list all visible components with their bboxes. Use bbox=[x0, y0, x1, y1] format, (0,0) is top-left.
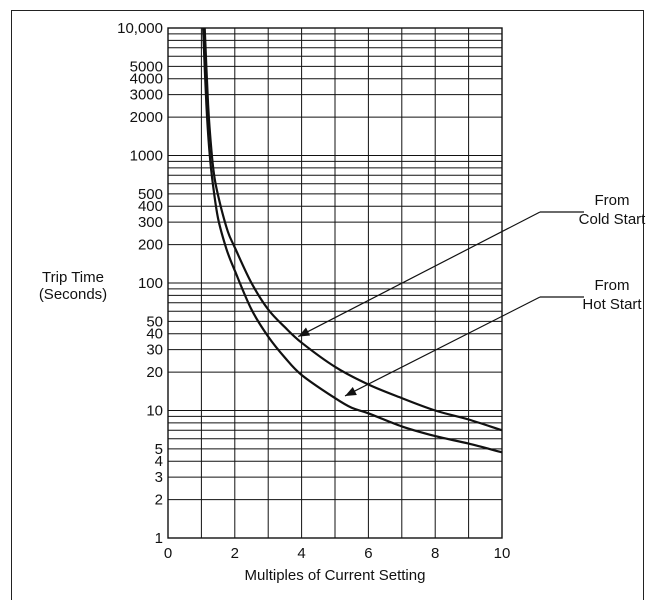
x-tick-label: 8 bbox=[431, 545, 439, 562]
y-tick-label: 200 bbox=[138, 237, 163, 254]
y-axis-label-line: (Seconds) bbox=[39, 286, 107, 303]
y-tick-label: 20 bbox=[146, 364, 163, 381]
y-tick-label: 500 bbox=[138, 186, 163, 203]
plot-border bbox=[167, 27, 503, 539]
annotation-leader-diagonal bbox=[344, 296, 541, 397]
annotation-label-line: From bbox=[595, 277, 630, 294]
x-tick-label: 10 bbox=[494, 545, 511, 562]
y-tick-label: 3000 bbox=[130, 87, 163, 104]
chart-frame bbox=[11, 10, 644, 600]
grid bbox=[167, 28, 503, 539]
y-tick-label: 50 bbox=[146, 313, 163, 330]
y-tick-label: 5 bbox=[155, 441, 163, 458]
y-tick-label: 5000 bbox=[130, 58, 163, 75]
y-tick-label: 4000 bbox=[130, 71, 163, 88]
series-group bbox=[202, 27, 503, 454]
y-tick-label: 1000 bbox=[130, 148, 163, 165]
x-tick-label: 4 bbox=[297, 545, 305, 562]
x-tick-label: 2 bbox=[231, 545, 239, 562]
y-tick-label: 2000 bbox=[130, 109, 163, 126]
annotation-label-line: Hot Start bbox=[582, 296, 642, 313]
annotation-label-line: Cold Start bbox=[579, 211, 647, 228]
y-tick-label: 4 bbox=[155, 453, 163, 470]
annotation-arrowhead bbox=[345, 386, 357, 396]
y-tick-label: 2 bbox=[155, 492, 163, 509]
x-tick-label: 6 bbox=[364, 545, 372, 562]
y-tick-label: 3 bbox=[155, 469, 163, 486]
annotation-label: From Cold Start bbox=[579, 192, 647, 228]
annotation-label-line: From bbox=[595, 192, 630, 209]
series-hot-start-line bbox=[202, 27, 503, 454]
x-axis-ticks: 0 2 4 6 8 10 bbox=[164, 545, 511, 562]
y-tick-label: 100 bbox=[138, 275, 163, 292]
y-tick-label: 10 bbox=[146, 403, 163, 420]
x-tick-label: 0 bbox=[164, 545, 172, 562]
annotation-label: From Hot Start bbox=[582, 277, 642, 313]
x-axis-label: Multiples of Current Setting bbox=[245, 567, 426, 584]
y-tick-label: 30 bbox=[146, 342, 163, 359]
y-axis-label-line: Trip Time bbox=[42, 269, 104, 286]
series-cold-start-line bbox=[203, 27, 503, 432]
annotations: From Cold Start From Hot Start bbox=[297, 192, 647, 397]
annotation-arrowhead bbox=[298, 327, 311, 337]
annotation-leader-diagonal bbox=[297, 211, 541, 338]
y-axis-label: Trip Time (Seconds) bbox=[39, 269, 107, 303]
y-tick-label: 40 bbox=[146, 326, 163, 343]
y-tick-label: 300 bbox=[138, 214, 163, 231]
y-tick-label: 1 bbox=[155, 530, 163, 547]
y-tick-label: 10,000 bbox=[117, 20, 163, 37]
y-tick-label: 400 bbox=[138, 198, 163, 215]
